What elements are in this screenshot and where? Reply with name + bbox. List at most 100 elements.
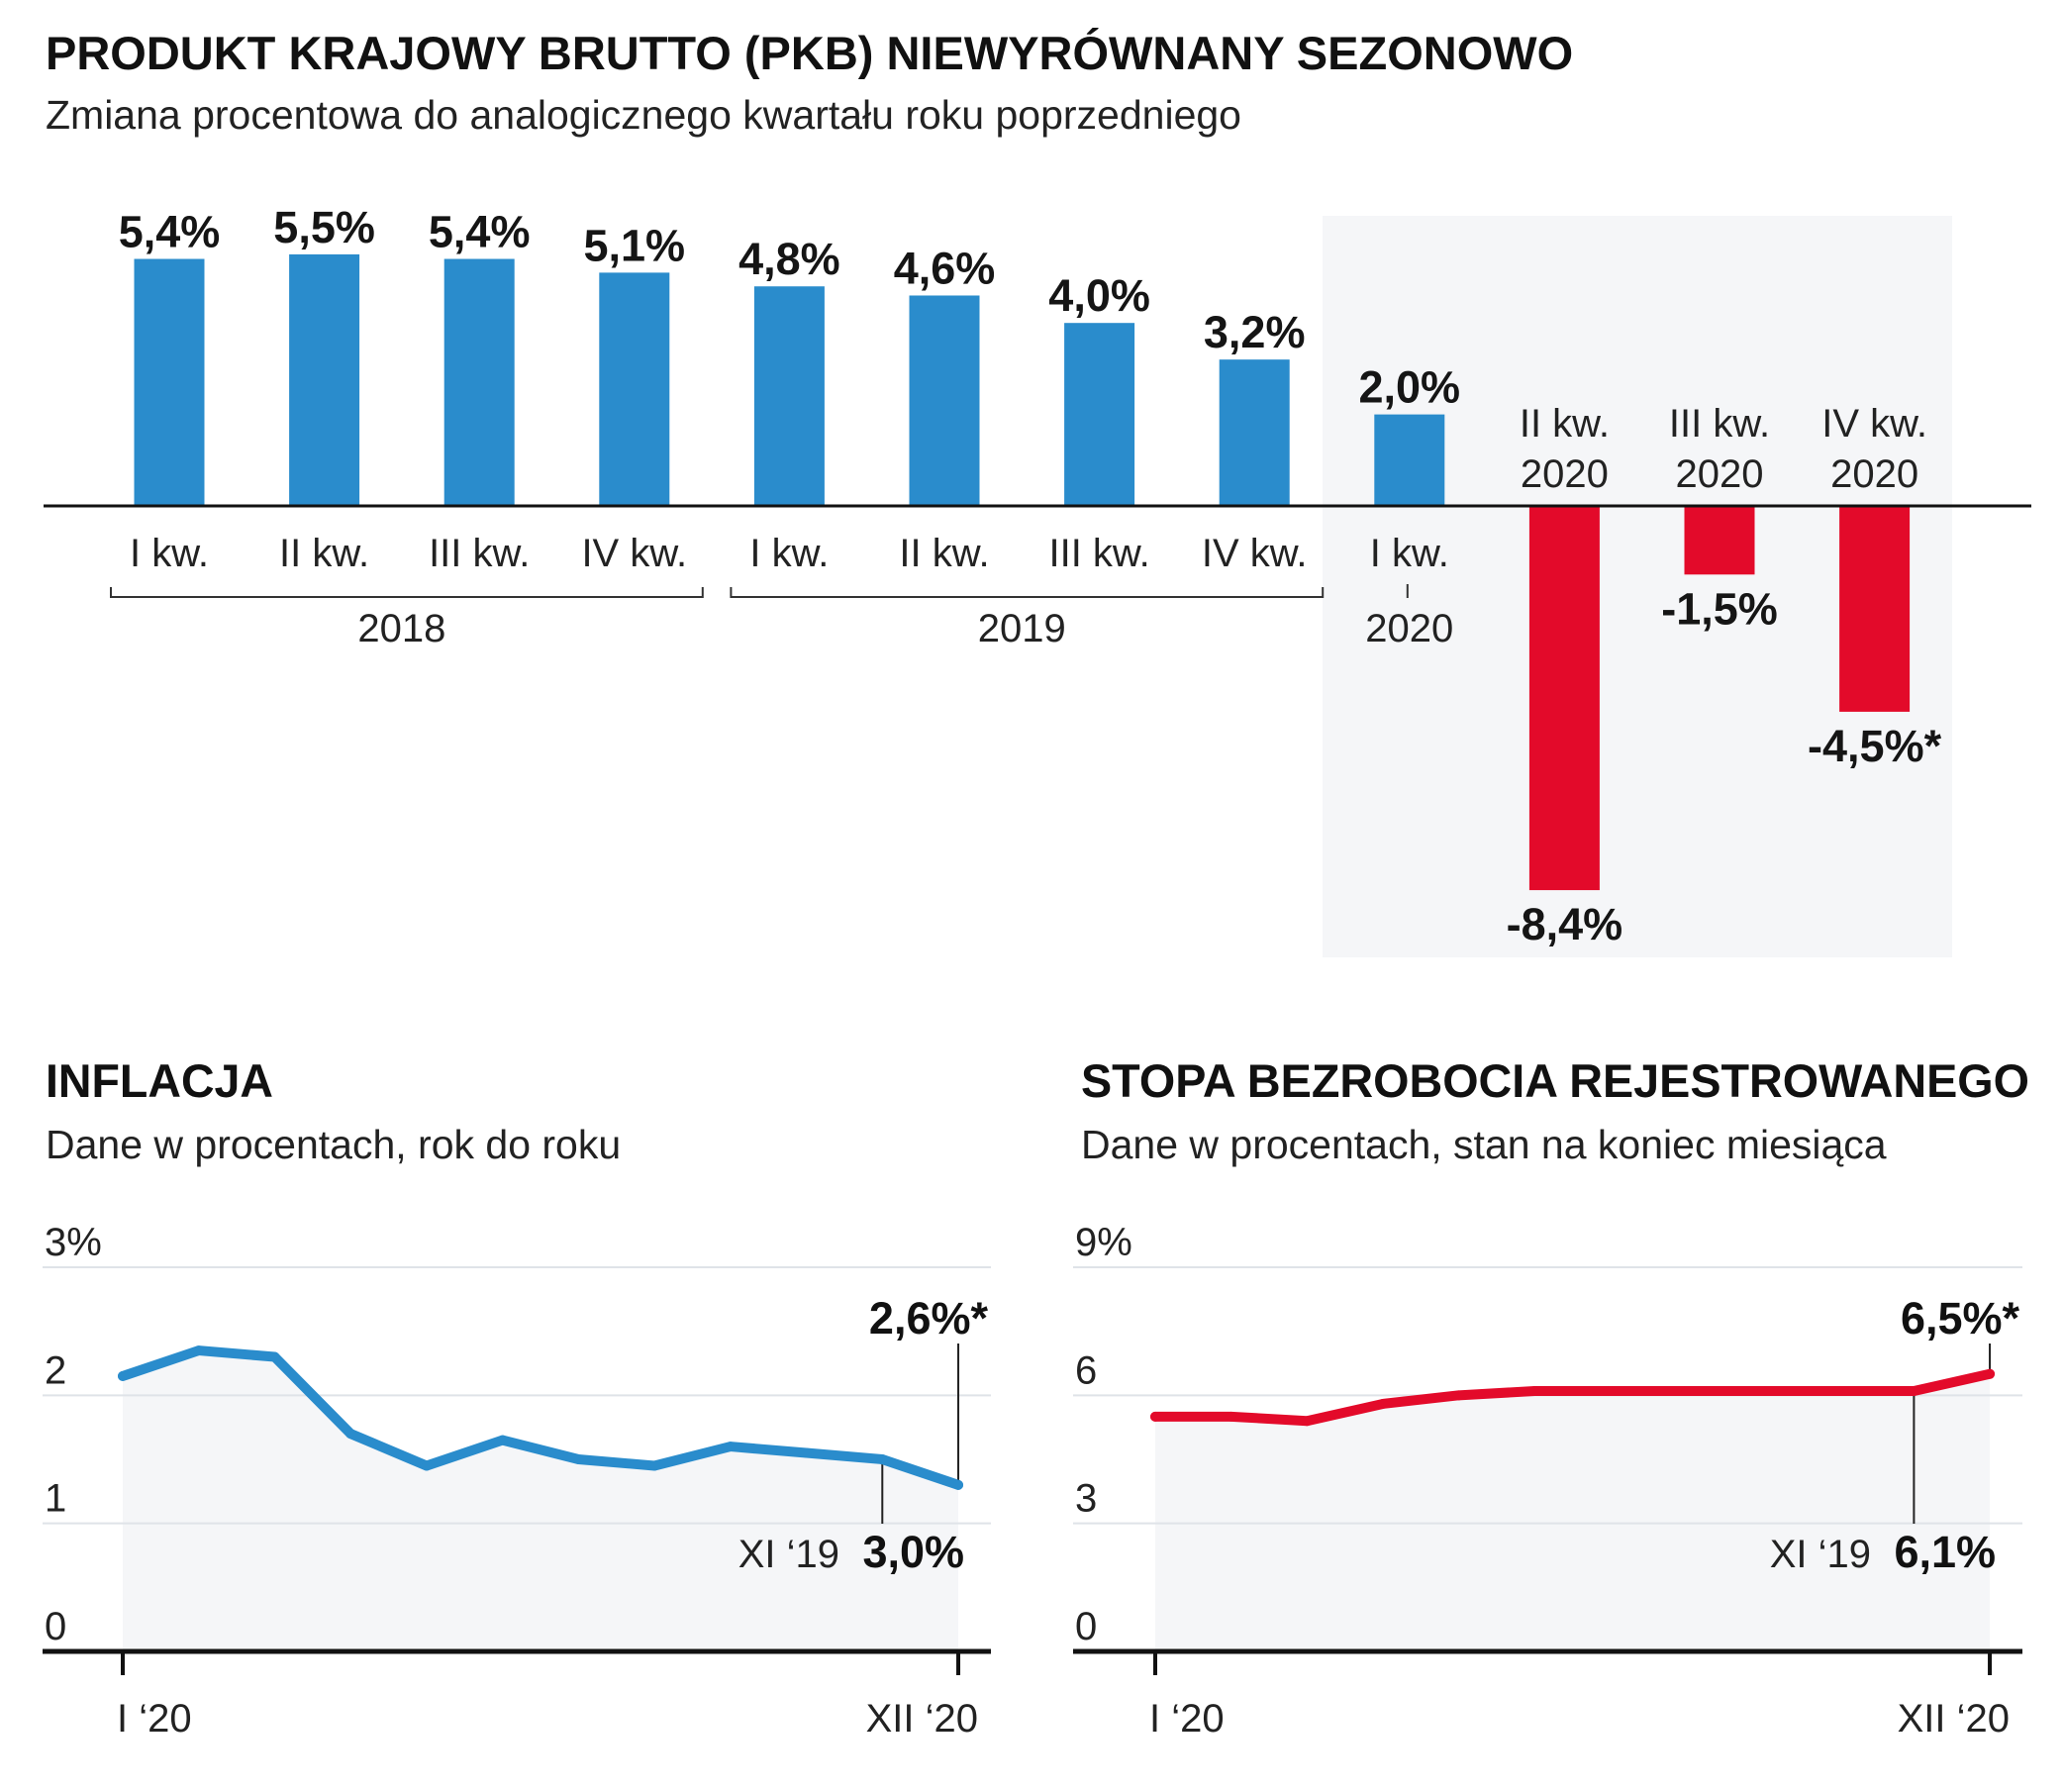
data-point	[193, 1345, 204, 1356]
y-tick-label: 9%	[1075, 1221, 1132, 1264]
gdp-category-year-label: 2020	[1521, 452, 1609, 496]
gdp-value-label: 5,4%	[119, 207, 221, 257]
data-point	[1909, 1386, 1919, 1397]
data-point	[1832, 1386, 1843, 1397]
gdp-value-labels: 5,4% 5,5% 5,4% 5,1% 4,8% 4,6% 4,0% 3,2% 2,0% -8,4…	[119, 202, 1942, 949]
data-point	[725, 1442, 736, 1452]
gdp-category-labels: I kw. II kw. III kw. IV kw. I kw. II kw. III k…	[130, 402, 1927, 575]
gdp-value-label: 5,1%	[584, 220, 686, 270]
data-point	[1529, 1386, 1540, 1397]
gdp-category-label: IV kw.	[1821, 402, 1927, 446]
annotation-value: 6,5%*	[1901, 1293, 2020, 1344]
gdp-category-label: IV kw.	[1202, 532, 1308, 575]
gdp-value-label: 5,4%	[429, 207, 531, 257]
data-point	[1377, 1398, 1388, 1409]
area-fill	[1155, 1373, 1991, 1651]
data-point	[1302, 1416, 1313, 1427]
data-point	[118, 1370, 128, 1381]
data-point	[269, 1351, 280, 1362]
annotation-value: 3,0%	[862, 1527, 964, 1577]
gdp-bar-3	[443, 258, 515, 506]
data-point	[1681, 1386, 1692, 1397]
data-point	[421, 1460, 432, 1471]
gdp-year-groups: 2018 2019 2020	[110, 584, 1453, 650]
x-tick-label: I ‘20	[117, 1697, 192, 1741]
data-point	[345, 1429, 356, 1440]
data-point	[1150, 1411, 1160, 1422]
y-tick-label: 3	[1075, 1477, 1097, 1521]
data-line	[118, 1345, 964, 1490]
annotation-value: 2,6%*	[869, 1293, 989, 1344]
gdp-value-label: 5,5%	[273, 202, 375, 252]
data-point	[1985, 1368, 1996, 1379]
gdp-category-label: III kw.	[1669, 402, 1770, 446]
inflation-chart-title: INFLACJA	[46, 1054, 273, 1107]
x-tick-label: XII ‘20	[866, 1697, 978, 1741]
y-tick-label: 0	[45, 1605, 66, 1648]
y-tick-label: 3%	[45, 1221, 102, 1264]
gdp-bar-10	[1528, 506, 1600, 891]
gdp-category-label: II kw.	[279, 532, 369, 575]
gdp-bar-1	[134, 258, 205, 506]
gdp-category-label: I kw.	[1370, 532, 1449, 575]
data-point	[497, 1435, 508, 1445]
x-tick-label: XII ‘20	[1898, 1697, 2010, 1741]
data-point	[649, 1460, 660, 1471]
year-bracket	[110, 587, 704, 598]
gdp-value-label: 4,6%	[894, 243, 996, 293]
gdp-bar-chart: PRODUKT KRAJOWY BRUTTO (PKB) NIEWYRÓWNAN…	[44, 27, 2031, 957]
data-point	[1226, 1411, 1236, 1422]
gdp-value-label: 2,0%	[1359, 362, 1461, 413]
gdp-bar-2	[289, 253, 360, 506]
gdp-category-label: III kw.	[1048, 532, 1149, 575]
unemployment-line-chart: STOPA BEZROBOCIA REJESTROWANEGO Dane w p…	[1073, 1054, 2029, 1741]
gdp-value-label: -1,5%	[1661, 583, 1778, 634]
gdp-bars	[134, 253, 1911, 891]
y-tick-label: 0	[1075, 1605, 1097, 1648]
gdp-value-label: 4,8%	[738, 234, 840, 284]
gdp-category-year-label: 2020	[1676, 452, 1764, 496]
data-point	[1757, 1386, 1768, 1397]
gdp-value-label: -8,4%	[1507, 899, 1623, 949]
data-point	[801, 1447, 812, 1458]
gdp-bar-4	[599, 272, 670, 506]
data-point	[1453, 1390, 1464, 1401]
annotation-date: XI ‘19	[738, 1533, 839, 1576]
gdp-bar-7	[1064, 323, 1135, 506]
gdp-category-year-label: 2020	[1830, 452, 1918, 496]
gdp-chart-title: PRODUKT KRAJOWY BRUTTO (PKB) NIEWYRÓWNAN…	[46, 27, 1573, 79]
gdp-chart-subtitle: Zmiana procentowa do analogicznego kwart…	[46, 92, 1241, 138]
data-point	[1605, 1386, 1616, 1397]
data-point	[573, 1454, 584, 1464]
gdp-bar-6	[909, 295, 980, 506]
y-tick-label: 2	[45, 1348, 66, 1392]
gdp-bar-11	[1684, 506, 1755, 575]
x-tick-label: I ‘20	[1149, 1697, 1225, 1741]
gdp-value-label: 4,0%	[1048, 270, 1150, 321]
y-tick-label: 6	[1075, 1348, 1097, 1392]
year-group-label: 2018	[357, 607, 445, 650]
gdp-bar-9	[1374, 414, 1445, 506]
inflation-chart-subtitle: Dane w procentach, rok do roku	[46, 1122, 621, 1167]
gdp-value-label: 3,2%	[1204, 307, 1306, 357]
gdp-category-label: I kw.	[130, 532, 209, 575]
gdp-bar-5	[753, 286, 825, 506]
year-group-label: 2019	[978, 607, 1066, 650]
gdp-category-label: I kw.	[749, 532, 829, 575]
gdp-bar-8	[1219, 359, 1290, 506]
gdp-category-label: III kw.	[429, 532, 530, 575]
data-point	[877, 1454, 888, 1464]
gdp-value-label: -4,5%*	[1808, 721, 1942, 771]
data-line	[1150, 1368, 1996, 1427]
unemployment-chart-subtitle: Dane w procentach, stan na koniec miesią…	[1081, 1122, 1887, 1167]
inflation-line-chart: INFLACJA Dane w procentach, rok do roku …	[43, 1054, 991, 1741]
year-group-label: 2020	[1365, 607, 1453, 650]
unemployment-chart-title: STOPA BEZROBOCIA REJESTROWANEGO	[1081, 1054, 2029, 1107]
gdp-bar-12	[1839, 506, 1911, 712]
gdp-category-label: II kw.	[899, 532, 989, 575]
annotation-value: 6,1%	[1894, 1527, 1996, 1577]
annotation-date: XI ‘19	[1770, 1533, 1871, 1576]
data-point	[953, 1479, 964, 1490]
year-bracket	[730, 587, 1325, 598]
